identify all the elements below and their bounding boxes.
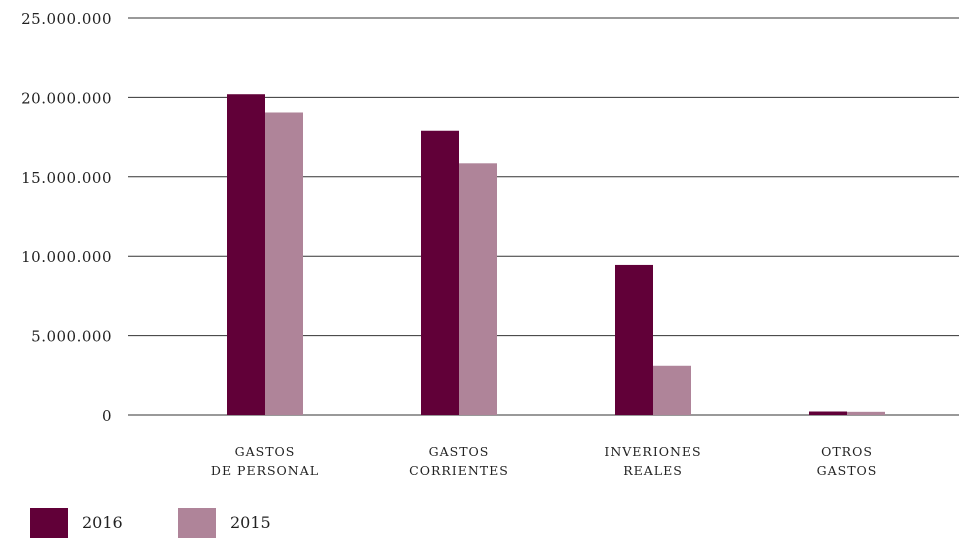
y-tick-label: 15.000.000 (21, 169, 112, 187)
legend-label-2016: 2016 (82, 513, 123, 532)
bar-2016 (809, 411, 847, 415)
bar-2015 (265, 112, 303, 416)
x-category-label: CORRIENTES (409, 463, 509, 478)
legend-swatch-2016 (30, 508, 68, 538)
x-category-label: OTROS (821, 444, 873, 459)
x-category-label: REALES (623, 463, 683, 478)
y-tick-label: 0 (102, 407, 112, 425)
x-axis-category-labels: GASTOS DE PERSONAL GASTOS CORRIENTES INVERIO… (211, 444, 878, 478)
x-category-label: GASTOS (429, 444, 490, 459)
bar-2016 (421, 130, 459, 416)
y-tick-label: 5.000.000 (31, 328, 112, 346)
y-axis-tick-labels: 0 5.000.000 10.000.000 15.000.000 20.000.000… (21, 10, 112, 425)
bar-2015 (847, 411, 885, 415)
y-tick-label: 25.000.000 (21, 10, 112, 28)
x-category-label: GASTOS (235, 444, 296, 459)
legend-swatch-2015 (178, 508, 216, 538)
x-category-label: DE PERSONAL (211, 463, 319, 478)
bars (227, 94, 885, 416)
bar-2015 (459, 163, 497, 415)
x-category-label: INVERIONES (604, 444, 701, 459)
bar-2015 (653, 365, 691, 415)
x-category-label: GASTOS (817, 463, 878, 478)
y-tick-label: 10.000.000 (21, 248, 112, 266)
legend-label-2015: 2015 (230, 513, 271, 532)
y-tick-label: 20.000.000 (21, 89, 112, 107)
bar-2016 (227, 94, 265, 415)
legend: 2016 2015 (30, 508, 271, 538)
bar-2016 (615, 264, 653, 415)
